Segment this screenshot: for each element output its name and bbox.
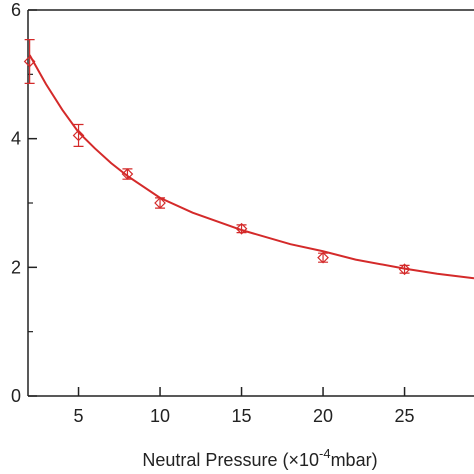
error-bar: [399, 264, 410, 274]
marker: [398, 263, 411, 276]
x-label-sup: -4: [319, 446, 331, 461]
y-tick-label: 4: [11, 129, 21, 149]
y-tick-label: 0: [11, 386, 21, 406]
x-label-text: Neutral Pressure (×10: [142, 450, 319, 470]
x-axis-label: Neutral Pressure (×10-4mbar): [142, 446, 377, 470]
y-tick-label: 6: [11, 0, 21, 20]
marker: [23, 55, 36, 68]
x-label-after: mbar): [331, 450, 378, 470]
error-bar: [24, 38, 35, 84]
marker: [121, 168, 134, 180]
marker: [72, 129, 85, 142]
error-bar: [73, 123, 84, 147]
marker: [235, 222, 248, 235]
error-bar: [236, 224, 247, 234]
marker: [154, 197, 166, 209]
x-tick-label: 20: [313, 406, 333, 426]
fit-line: [28, 54, 474, 280]
y-tick-label: 2: [11, 257, 21, 277]
x-tick-label: 10: [150, 406, 170, 426]
x-tick-label: 15: [232, 406, 252, 426]
x-tick-label: 25: [395, 406, 415, 426]
x-tick-label: 5: [74, 406, 84, 426]
marker: [317, 251, 329, 264]
